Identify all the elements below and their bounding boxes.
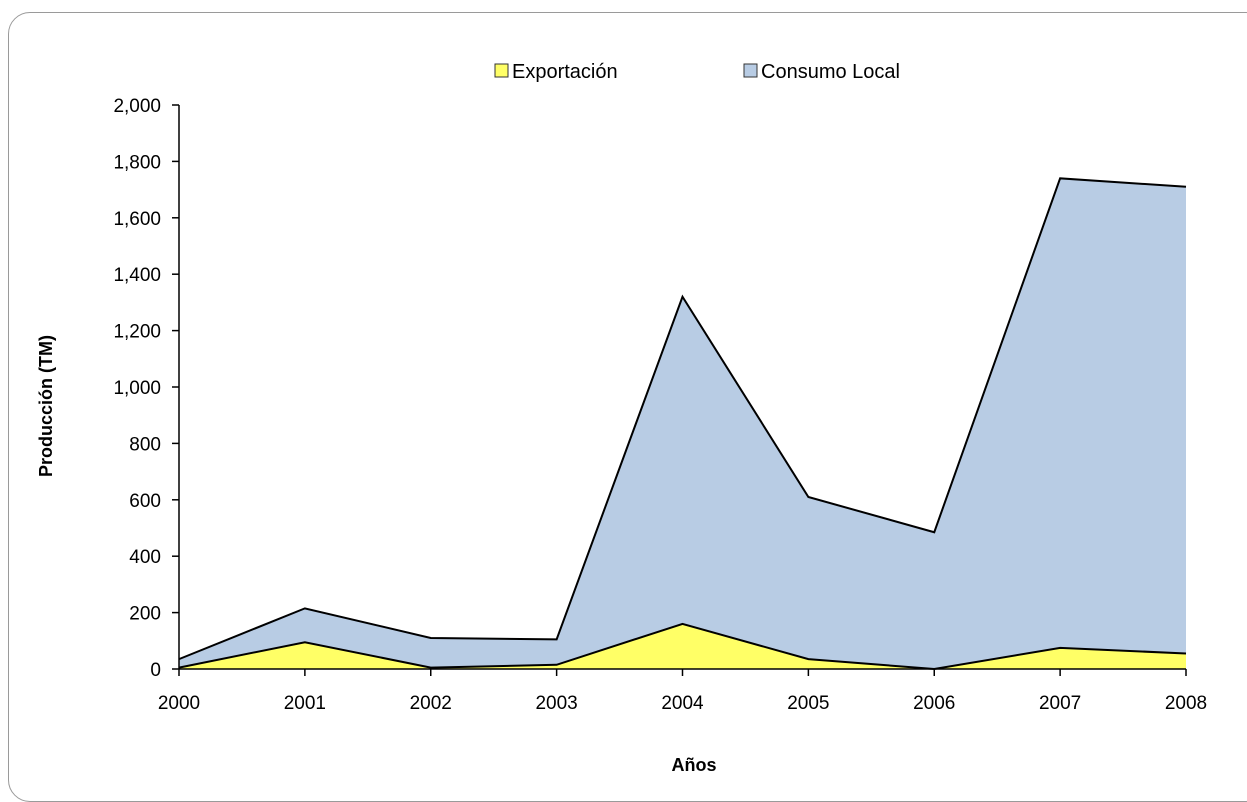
y-axis-title: Producción (TM)	[36, 335, 56, 477]
y-tick-label: 800	[129, 434, 161, 455]
legend-item-consumo-local: Consumo Local	[743, 61, 900, 83]
y-tick-label: 1,200	[113, 322, 161, 343]
y-tick-label: 1,800	[113, 152, 161, 173]
y-tick-label: 1,400	[113, 265, 161, 286]
x-tick-label: 2003	[535, 693, 577, 714]
y-tick-label: 200	[129, 604, 161, 625]
legend-item-exportacion: Exportación	[494, 61, 618, 83]
area-exportacion	[179, 623, 1186, 669]
line-exportacion	[178, 622, 1187, 671]
x-tick-label: 2006	[913, 693, 955, 714]
x-axis-title: Años	[672, 755, 717, 775]
y-tick-label: 0	[150, 660, 161, 681]
y-tick-label: 1,000	[113, 378, 161, 399]
legend: Exportación Consumo Local	[494, 61, 900, 83]
y-tick-label: 2,000	[113, 96, 161, 117]
x-tick-label: 2001	[284, 693, 326, 714]
x-tick-label: 2002	[410, 693, 452, 714]
x-tick-label: 2008	[1165, 693, 1207, 714]
legend-label-exportacion: Exportación	[512, 61, 618, 83]
y-tick-label: 600	[129, 491, 161, 512]
x-tick-label: 2000	[158, 693, 200, 714]
y-tick-label: 400	[129, 547, 161, 568]
plot-area: 0 200 400 600 800 1,000 1,200 1,400 1,600 1,800 2,…	[113, 96, 1207, 714]
legend-label-consumo-local: Consumo Local	[761, 61, 900, 83]
x-tick-label: 2007	[1039, 693, 1081, 714]
legend-swatch-consumo-local	[743, 63, 758, 78]
x-tick-label: 2005	[787, 693, 829, 714]
legend-swatch-exportacion	[494, 63, 509, 78]
y-tick-label: 1,600	[113, 209, 161, 230]
line-consumo-local	[178, 177, 1187, 661]
x-tick-label: 2004	[661, 693, 704, 714]
area-consumo-local	[179, 178, 1186, 669]
